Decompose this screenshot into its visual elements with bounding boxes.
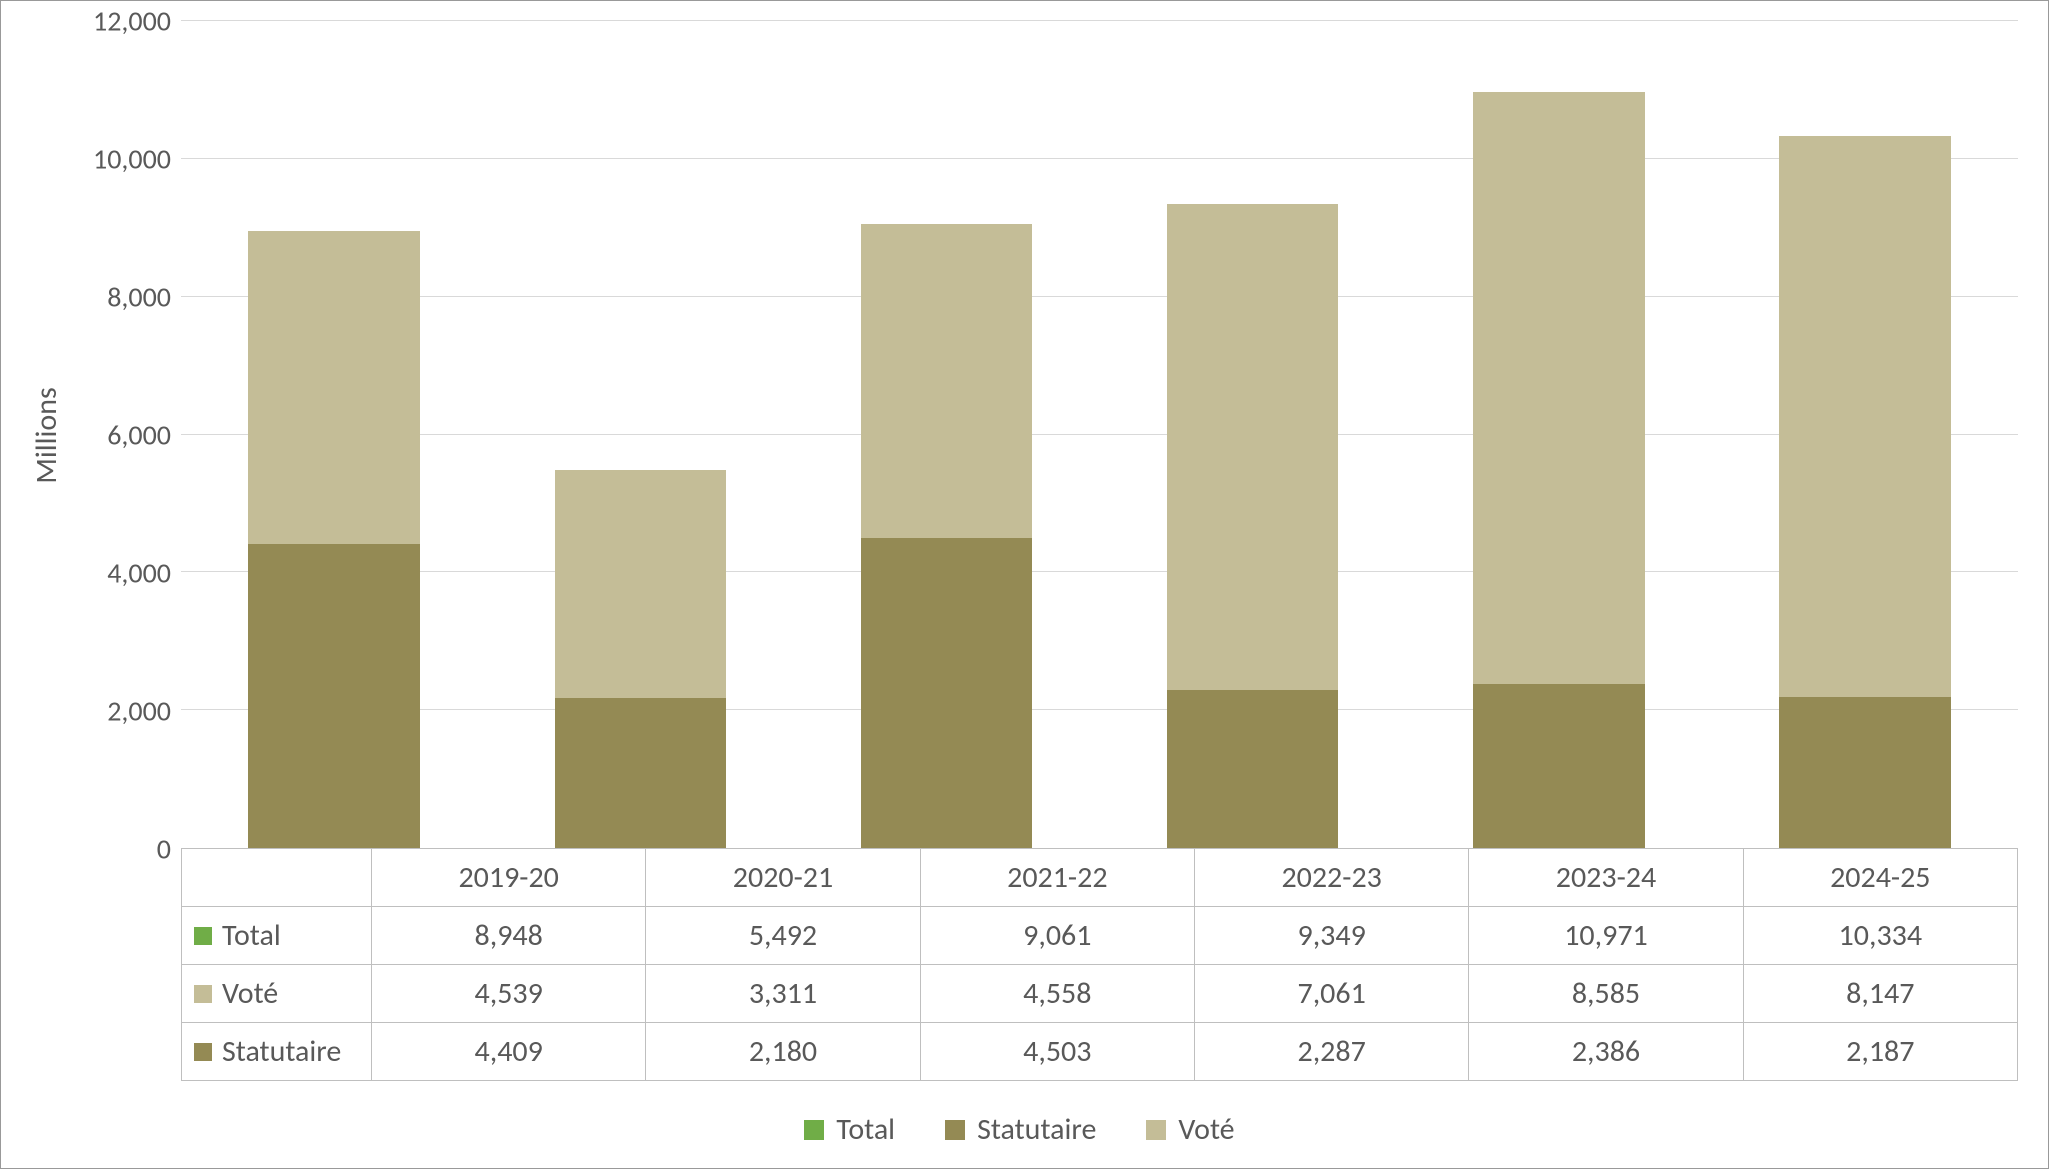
- table-category-cell: 2021-22: [921, 849, 1195, 906]
- y-tick-label: 4,000: [107, 556, 171, 591]
- bar-stack: [248, 21, 419, 848]
- bar-segment-statutaire: [1473, 684, 1644, 848]
- bars-layer: [181, 21, 2018, 848]
- swatch-icon: [194, 985, 212, 1003]
- table-cell: 7,061: [1195, 965, 1469, 1022]
- legend-label: Voté: [1178, 1111, 1234, 1148]
- bar-segment-vote: [248, 231, 419, 544]
- table-cell: 10,334: [1744, 907, 2018, 964]
- bar-segment-vote: [1167, 204, 1338, 691]
- table-cell: 3,311: [646, 965, 920, 1022]
- bar-segment-statutaire: [1167, 690, 1338, 848]
- table-row-categories: 2019-202020-212021-222022-232023-242024-…: [182, 849, 2018, 907]
- table-cell: 9,061: [921, 907, 1195, 964]
- table-category-cell: 2020-21: [646, 849, 920, 906]
- table-cell: 2,287: [1195, 1023, 1469, 1080]
- chart-inner: Millions 02,0004,0006,0008,00010,00012,0…: [21, 21, 2018, 1148]
- y-tick-label: 2,000: [107, 694, 171, 729]
- bar-segment-statutaire: [861, 538, 1032, 848]
- table-cell: 4,539: [372, 965, 646, 1022]
- legend-item: Voté: [1146, 1111, 1234, 1148]
- bar-segment-vote: [1779, 136, 1950, 697]
- swatch-icon: [945, 1120, 965, 1140]
- swatch-icon: [804, 1120, 824, 1140]
- y-tick-label: 6,000: [107, 418, 171, 453]
- bar-segment-statutaire: [555, 698, 726, 848]
- y-axis-label-col: Millions: [21, 21, 71, 849]
- bar-segment-vote: [861, 224, 1032, 538]
- chart-container: Millions 0 2,000 4,000 6,000 8,000 10,000 12,0…: [0, 0, 2049, 1169]
- table-cell: 2,386: [1469, 1023, 1743, 1080]
- table-category-cell: 2019-20: [372, 849, 646, 906]
- table-category-cell: 2023-24: [1469, 849, 1743, 906]
- table-row-label: Voté: [222, 975, 278, 1012]
- y-tick-label: 8,000: [107, 280, 171, 315]
- table-cell: 4,409: [372, 1023, 646, 1080]
- table-category-cell: 2024-25: [1744, 849, 2018, 906]
- y-tick-label: 10,000: [93, 142, 171, 177]
- table-cell: 8,585: [1469, 965, 1743, 1022]
- table-cell: 8,147: [1744, 965, 2018, 1022]
- y-axis-ticks: 02,0004,0006,0008,00010,00012,000: [71, 21, 181, 849]
- bar-segment-statutaire: [1779, 697, 1950, 848]
- bar-stack: [555, 21, 726, 848]
- bar-segment-vote: [555, 470, 726, 698]
- table-head-blank: [182, 849, 372, 906]
- bar-stack: [1473, 21, 1644, 848]
- table-category-cell: 2022-23: [1195, 849, 1469, 906]
- table-row: Total 8,9485,4929,0619,34910,97110,334: [182, 907, 2018, 965]
- table-cell: 8,948: [372, 907, 646, 964]
- bar-slot: [793, 21, 1099, 848]
- data-table: 2019-202020-212021-222022-232023-242024-…: [181, 849, 2018, 1081]
- table-cell: 9,349: [1195, 907, 1469, 964]
- y-axis-label: Millions: [28, 387, 65, 484]
- plot-row: Millions 02,0004,0006,0008,00010,00012,0…: [21, 21, 2018, 849]
- table-cell: 2,187: [1744, 1023, 2018, 1080]
- bar-segment-vote: [1473, 92, 1644, 684]
- bar-slot: [1712, 21, 2018, 848]
- table-row: Statutaire 4,4092,1804,5032,2872,3862,187: [182, 1023, 2018, 1081]
- bar-segment-statutaire: [248, 544, 419, 848]
- y-tick-label: 0: [157, 832, 171, 867]
- swatch-icon: [194, 927, 212, 945]
- table-row-head: Statutaire: [182, 1023, 372, 1080]
- legend-label: Statutaire: [977, 1111, 1096, 1148]
- bar-slot: [181, 21, 487, 848]
- table-cell: 4,558: [921, 965, 1195, 1022]
- swatch-icon: [1146, 1120, 1166, 1140]
- bar-stack: [1167, 21, 1338, 848]
- plot-area: [181, 21, 2018, 849]
- table-cell: 10,971: [1469, 907, 1743, 964]
- bar-slot: [1406, 21, 1712, 848]
- legend: Total Statutaire Voté: [21, 1081, 2018, 1148]
- y-tick-label: 12,000: [93, 4, 171, 39]
- bar-stack: [1779, 21, 1950, 848]
- table-cell: 4,503: [921, 1023, 1195, 1080]
- table-cell: 5,492: [646, 907, 920, 964]
- table-cell: 2,180: [646, 1023, 920, 1080]
- bar-slot: [1100, 21, 1406, 848]
- table-row-label: Statutaire: [222, 1033, 341, 1070]
- legend-item: Total: [804, 1111, 895, 1148]
- table-row-head: Voté: [182, 965, 372, 1022]
- swatch-icon: [194, 1043, 212, 1061]
- bar-slot: [487, 21, 793, 848]
- table-row: Voté 4,5393,3114,5587,0618,5858,147: [182, 965, 2018, 1023]
- bar-stack: [861, 21, 1032, 848]
- table-row-label: Total: [222, 917, 281, 954]
- table-row-head: Total: [182, 907, 372, 964]
- legend-label: Total: [836, 1111, 895, 1148]
- legend-item: Statutaire: [945, 1111, 1096, 1148]
